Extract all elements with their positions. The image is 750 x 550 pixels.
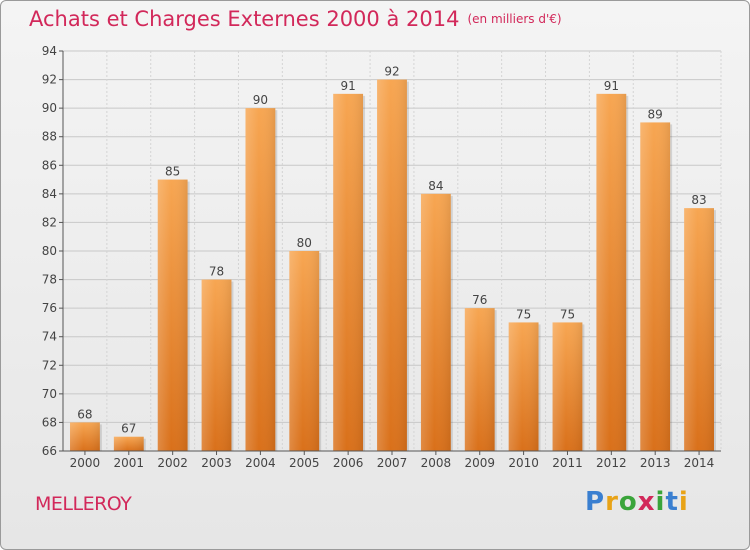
brand-letter: x — [637, 487, 656, 517]
y-tick-label: 72 — [42, 358, 57, 372]
bar-highlight — [245, 108, 276, 452]
bar-value-label: 80 — [297, 236, 312, 250]
chart-title: Achats et Charges Externes 2000 à 2014 (e… — [29, 7, 562, 31]
x-tick-label: 2009 — [464, 456, 495, 470]
bar-highlight — [113, 436, 144, 451]
y-tick-label: 90 — [42, 101, 57, 115]
bar-layer: 68 67 85 78 90 80 91 92 84 76 75 75 91 89 83 — [70, 65, 716, 452]
y-tick-label: 88 — [42, 130, 57, 144]
x-tick-label: 2010 — [508, 456, 539, 470]
bar-value-label: 83 — [691, 193, 706, 207]
y-tick-label: 84 — [42, 187, 57, 201]
bar-value-label: 75 — [516, 307, 531, 321]
brand-letter: i — [678, 487, 689, 517]
x-tick-label: 2002 — [157, 456, 188, 470]
x-tick-label: 2000 — [70, 456, 101, 470]
bar-highlight — [420, 193, 451, 451]
brand-letter: i — [655, 487, 666, 517]
bar-highlight — [684, 208, 714, 451]
y-tick-label: 82 — [42, 215, 57, 229]
bar-highlight — [377, 79, 407, 452]
x-tick-label: 2005 — [289, 456, 320, 470]
x-tick-label: 2006 — [333, 456, 364, 470]
x-tick-label: 2003 — [201, 456, 232, 470]
bar-value-label: 89 — [648, 107, 663, 121]
y-tick-label: 92 — [42, 73, 57, 87]
y-tick-label: 74 — [42, 330, 57, 344]
bar-highlight — [640, 122, 671, 451]
bar-highlight — [552, 322, 583, 451]
chart-subtitle: (en milliers d'€) — [467, 12, 562, 26]
town-name: MELLEROY — [35, 493, 132, 515]
x-tick-label: 2004 — [245, 456, 276, 470]
y-tick-label: 70 — [42, 387, 57, 401]
brand-letter: P — [585, 487, 606, 517]
bar-value-label: 76 — [472, 293, 487, 307]
bar-highlight — [333, 93, 364, 451]
x-tick-label: 2007 — [377, 456, 408, 470]
bar-highlight — [157, 179, 188, 452]
x-tick-label: 2012 — [596, 456, 627, 470]
bar-highlight — [289, 251, 320, 451]
bar-highlight — [508, 322, 539, 451]
bar-value-label: 68 — [77, 407, 92, 421]
x-tick-label: 2001 — [114, 456, 145, 470]
x-tick-label: 2013 — [640, 456, 671, 470]
proxiti-logo: Proxiti — [585, 487, 689, 517]
bar-value-label: 75 — [560, 307, 575, 321]
y-tick-label: 68 — [42, 415, 57, 429]
y-tick-label: 86 — [42, 158, 57, 172]
y-tick-label: 78 — [42, 273, 57, 287]
y-tick-label: 80 — [42, 244, 57, 258]
axis-layer: 66 68 70 72 74 76 78 80 82 84 86 88 90 92 94 2000 2001 20… — [42, 44, 721, 470]
bar-value-label: 84 — [428, 179, 443, 193]
y-tick-label: 94 — [42, 44, 57, 58]
x-tick-label: 2008 — [421, 456, 452, 470]
bar-highlight — [596, 93, 627, 451]
bar-value-label: 78 — [209, 265, 224, 279]
brand-letter: t — [665, 487, 679, 517]
y-tick-label: 66 — [42, 444, 57, 458]
chart-title-text: Achats et Charges Externes 2000 à 2014 — [29, 7, 460, 31]
bar-value-label: 90 — [253, 93, 268, 107]
bar-value-label: 92 — [384, 65, 399, 79]
bar-value-label: 85 — [165, 165, 180, 179]
bar-highlight — [70, 422, 100, 451]
x-tick-label: 2014 — [684, 456, 715, 470]
bar-highlight — [201, 279, 232, 451]
bar-value-label: 91 — [604, 79, 619, 93]
x-tick-label: 2011 — [552, 456, 583, 470]
bar-value-label: 67 — [121, 422, 136, 436]
brand-letter: o — [618, 487, 638, 517]
bar-highlight — [464, 308, 495, 451]
bar-value-label: 91 — [340, 79, 355, 93]
brand-letter: r — [605, 487, 619, 517]
y-tick-label: 76 — [42, 301, 57, 315]
